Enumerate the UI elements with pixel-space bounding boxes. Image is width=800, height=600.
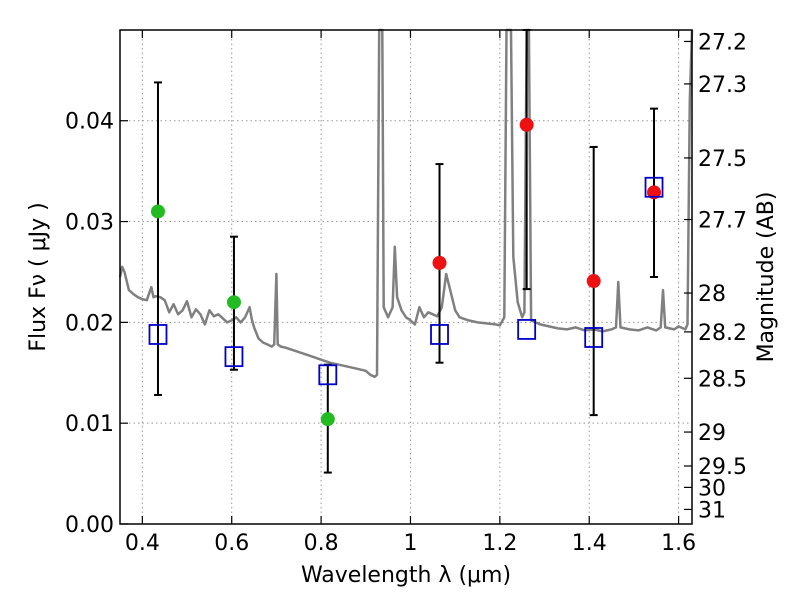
y-tick-label: 0.01 xyxy=(65,412,114,437)
x-tick-label: 1.2 xyxy=(482,531,517,556)
x-tick-label: 1 xyxy=(403,531,417,556)
x-tick-label: 1.6 xyxy=(661,531,696,556)
mag-tick-label: 27.2 xyxy=(698,30,747,55)
model-spectrum-line xyxy=(118,28,694,379)
green-data-point xyxy=(226,295,241,310)
x-tick-label: 1.4 xyxy=(572,531,607,556)
model-square-marker xyxy=(517,319,537,340)
mag-tick-label: 28.5 xyxy=(698,367,747,392)
model-square-marker xyxy=(584,327,604,348)
model-spectrum-layer xyxy=(118,28,694,379)
mag-tick-label: 30 xyxy=(698,476,726,501)
mag-tick-label: 27.7 xyxy=(698,209,747,234)
red-data-point xyxy=(647,185,662,200)
mag-tick-label: 28 xyxy=(698,282,726,307)
x-tick-label: 0.8 xyxy=(304,531,339,556)
red-data-point xyxy=(586,274,601,289)
marker-layer xyxy=(148,117,664,427)
grid-lines xyxy=(120,30,692,524)
y-tick-label: 0.02 xyxy=(65,311,114,336)
y-axis-label-right: Magnitude (AB) xyxy=(754,192,779,363)
y-tick-label: 0.03 xyxy=(65,211,114,236)
y-tick-label: 0.00 xyxy=(65,513,114,538)
green-data-point xyxy=(150,204,165,219)
mag-tick-label: 31 xyxy=(698,498,726,523)
axis-ticks: 0.4 0.6 0.8 1 1.2 1.4 1.6 0.00 0.01 0.02 0.03 0.04 2… xyxy=(65,30,747,556)
plot-frame xyxy=(119,29,693,525)
y-axis-label: Flux Fν ( μJy ) xyxy=(26,202,51,351)
model-square-marker xyxy=(644,176,664,198)
red-data-point xyxy=(432,255,447,270)
mag-tick-label: 28.2 xyxy=(698,321,747,346)
x-tick-label: 0.4 xyxy=(125,531,160,556)
mag-tick-label: 29.5 xyxy=(698,455,747,480)
model-square-marker xyxy=(224,346,244,368)
x-axis-label: Wavelength λ (μm) xyxy=(301,563,511,588)
mag-tick-label: 27.5 xyxy=(698,147,747,172)
red-data-point xyxy=(519,117,534,132)
model-square-marker xyxy=(430,324,449,345)
model-square-marker xyxy=(148,324,168,345)
errorbar-layer xyxy=(153,29,659,474)
mag-tick-label: 29 xyxy=(698,421,726,446)
x-tick-label: 0.6 xyxy=(214,531,249,556)
mag-tick-label: 27.3 xyxy=(698,73,747,98)
y-tick-label: 0.04 xyxy=(65,110,114,135)
model-square-marker xyxy=(318,364,338,386)
green-data-point xyxy=(320,412,335,427)
